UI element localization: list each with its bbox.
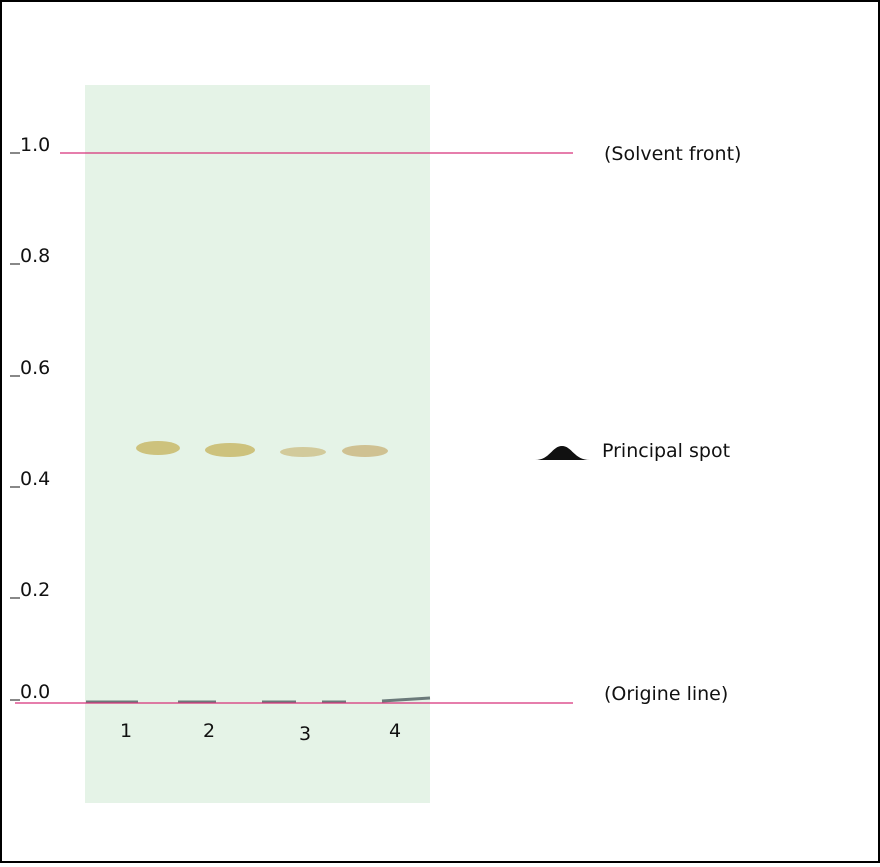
solvent-front-label: (Solvent front) (604, 143, 741, 165)
spot (136, 441, 180, 455)
tlc-plate (85, 85, 430, 803)
scale-label: 0.2 (20, 579, 50, 601)
scale-label: 0.6 (20, 357, 50, 379)
spot (205, 443, 255, 457)
scale-label: 0.0 (20, 681, 50, 703)
tlc-diagram: (Solvent front) Principal spot (Origine … (0, 0, 880, 863)
spot (280, 447, 326, 457)
scale-label: 0.4 (20, 468, 50, 490)
lane-label: 3 (299, 723, 311, 745)
origin-line-label: (Origine line) (604, 683, 728, 705)
scale-label: 0.8 (20, 245, 50, 267)
lane-label: 2 (203, 720, 215, 742)
lane-label: 1 (120, 720, 132, 742)
lane-label: 4 (389, 720, 401, 742)
scale-label: 1.0 (20, 134, 50, 156)
spot (342, 445, 388, 457)
principal-spot-label: Principal spot (602, 440, 730, 462)
